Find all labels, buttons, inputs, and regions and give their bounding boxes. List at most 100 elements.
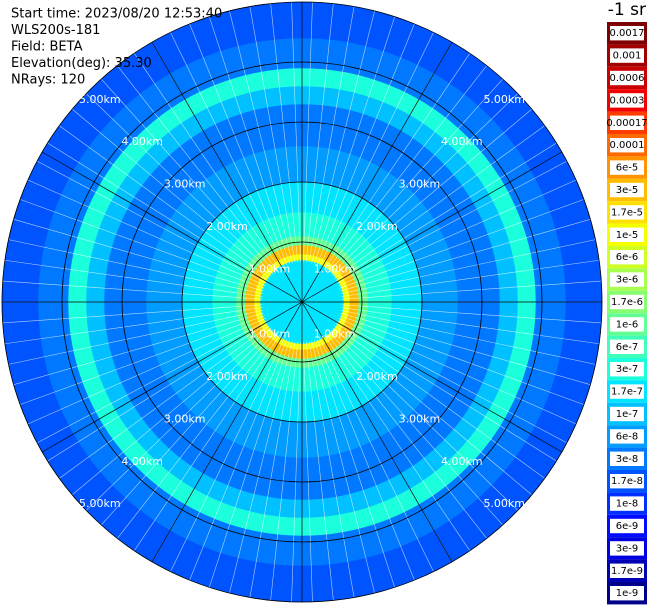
info-line: Field: BETA bbox=[11, 40, 83, 55]
ray-separator bbox=[4, 259, 263, 297]
range-ring bbox=[181, 181, 423, 423]
ray-separator bbox=[270, 341, 299, 601]
colorbar-label-bg bbox=[610, 586, 644, 601]
ray-separator bbox=[71, 327, 272, 496]
colorbar-label-bg bbox=[610, 26, 644, 41]
colorbar-label: 1e-6 bbox=[616, 319, 639, 330]
colorbar-label: 1.7e-9 bbox=[611, 566, 643, 577]
ray-separator bbox=[59, 325, 270, 479]
ray-separator bbox=[341, 310, 596, 365]
colorbar-label: 6e-7 bbox=[616, 342, 639, 353]
colorbar-label-bg bbox=[610, 429, 644, 444]
info-block: Start time: 2023/08/20 12:53:40WLS200s-1… bbox=[11, 7, 222, 88]
colorbar-label-bg bbox=[610, 138, 644, 153]
ray-separator bbox=[334, 125, 545, 279]
plot-area: 1.00km 1.00km 1.00km 1.00km 2.00km 2.00km 2.00… bbox=[1, 1, 603, 603]
ray-separator bbox=[341, 280, 602, 300]
ring-label: 2.00km bbox=[356, 370, 398, 383]
range-ring bbox=[121, 121, 483, 483]
colorbar-label: 0.0006 bbox=[610, 73, 645, 84]
colorbar-label-bg bbox=[610, 317, 644, 332]
ray-separator bbox=[319, 32, 434, 267]
ray-separator bbox=[316, 23, 415, 266]
colorbar-label-bg bbox=[610, 272, 644, 287]
ray-separator bbox=[270, 3, 299, 263]
colorbar-label: 1e-5 bbox=[616, 230, 639, 241]
ray-separator bbox=[19, 199, 265, 289]
ring-label: 2.00km bbox=[206, 220, 248, 233]
info-line: NRays: 120 bbox=[11, 73, 85, 88]
ray-separator bbox=[340, 312, 591, 385]
ray-separator bbox=[189, 338, 288, 581]
colorbar-label-bg bbox=[610, 93, 644, 108]
range-ring bbox=[61, 61, 543, 543]
ray-separator bbox=[85, 329, 274, 511]
ray-separator bbox=[133, 334, 280, 551]
colorbar-label: 0.00017 bbox=[606, 118, 647, 129]
ring-label: 5.00km bbox=[483, 497, 525, 510]
ray-separator bbox=[335, 142, 557, 282]
colorbar-label: 0.0001 bbox=[610, 140, 645, 151]
ray-separator bbox=[117, 65, 278, 271]
colorbar-label: 6e-9 bbox=[616, 521, 639, 532]
ray-separator bbox=[326, 333, 487, 539]
ray-separator bbox=[303, 2, 313, 263]
spoke bbox=[301, 151, 562, 303]
colorbar-label-bg bbox=[610, 160, 644, 175]
ray-separator bbox=[27, 179, 266, 287]
ray-separator bbox=[339, 315, 585, 405]
ring-label: 4.00km bbox=[121, 135, 163, 148]
colorbar-label-bg bbox=[610, 563, 644, 578]
ray-separator bbox=[332, 327, 533, 496]
spoke bbox=[301, 301, 453, 562]
colorbar-label: 0.001 bbox=[613, 51, 642, 62]
colorbar-label-bg bbox=[610, 250, 644, 265]
ray-separator bbox=[291, 341, 301, 602]
ring-label: 3.00km bbox=[164, 178, 206, 191]
ray-separator bbox=[209, 339, 290, 588]
ray-separator bbox=[27, 317, 266, 425]
colorbar-label-bg bbox=[610, 227, 644, 242]
colorbar-label: 1e-8 bbox=[616, 499, 639, 510]
colorbar-label-bg bbox=[610, 384, 644, 399]
ray-separator bbox=[229, 10, 293, 264]
colorbar-label-bg bbox=[610, 182, 644, 198]
spoke bbox=[151, 42, 303, 303]
colorbar-label: 3e-5 bbox=[616, 185, 639, 196]
colorbar-label: 0.0003 bbox=[610, 95, 645, 106]
colorbar-label: 1.7e-8 bbox=[611, 476, 643, 487]
ray-separator bbox=[314, 16, 395, 265]
ray-separator bbox=[335, 322, 557, 462]
ring-label: 4.00km bbox=[441, 135, 483, 148]
ray-separator bbox=[303, 341, 313, 602]
ring-label: 3.00km bbox=[399, 178, 441, 191]
ray-separator bbox=[47, 142, 269, 282]
ray-separator bbox=[71, 108, 272, 277]
ray-separator bbox=[229, 340, 293, 594]
ray-separator bbox=[330, 93, 519, 275]
colorbar-label-bg bbox=[610, 339, 644, 354]
colorbar-label: 3e-7 bbox=[616, 364, 639, 375]
ray-separator bbox=[340, 219, 591, 292]
colorbar-label-bg bbox=[610, 451, 644, 466]
colorbar-label-bg bbox=[610, 70, 644, 86]
ray-separator bbox=[326, 65, 487, 271]
ray-separator bbox=[334, 325, 545, 479]
ray-separator bbox=[338, 179, 577, 287]
colorbar-label-bg bbox=[610, 518, 644, 534]
colorbar-label-bg bbox=[610, 541, 644, 556]
ring-label: 1.00km bbox=[314, 328, 356, 341]
ring-label: 3.00km bbox=[164, 412, 206, 425]
ray-separator bbox=[338, 317, 577, 425]
colorbar-label-bg bbox=[610, 496, 644, 511]
colorbar-label: 3e-6 bbox=[616, 275, 639, 286]
ray-separator bbox=[328, 331, 503, 526]
colorbar-label: 1e-9 bbox=[616, 588, 639, 599]
ray-separator bbox=[332, 108, 533, 277]
ring-label: 4.00km bbox=[441, 455, 483, 468]
ray-separator bbox=[339, 199, 585, 289]
ray-separator bbox=[13, 219, 264, 292]
ring-label: 5.00km bbox=[79, 497, 121, 510]
ray-separator bbox=[8, 310, 263, 365]
ray-separator bbox=[330, 329, 519, 511]
